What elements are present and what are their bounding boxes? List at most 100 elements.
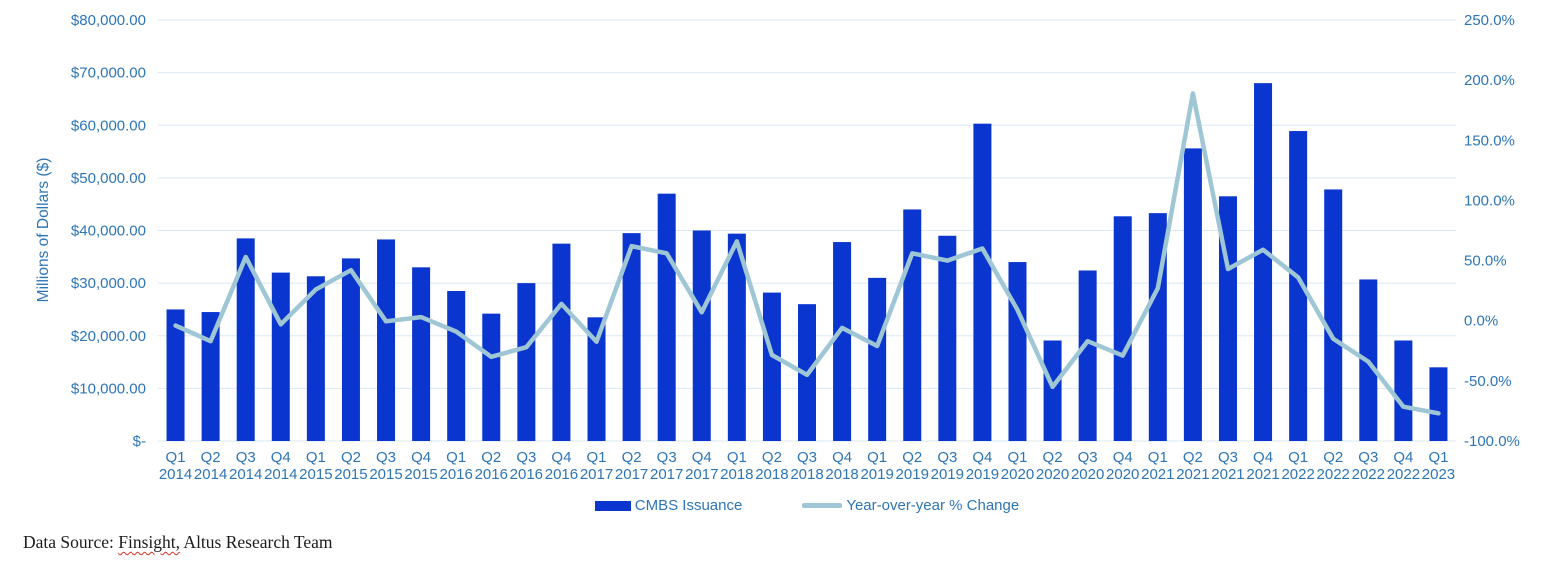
bar-Q3-2015 <box>377 239 396 441</box>
bar-Q4-2016 <box>552 243 571 441</box>
bar-Q4-2018 <box>833 242 852 441</box>
x-tick-year-label: 2014 <box>159 466 192 483</box>
bar-Q4-2019 <box>973 123 992 441</box>
x-tick-year-label: 2015 <box>299 466 332 483</box>
x-tick-quarter-label: Q2 <box>1043 449 1063 466</box>
bar-swatch-icon <box>594 500 631 511</box>
x-tick-year-label: 2019 <box>966 466 999 483</box>
bar-Q1-2023 <box>1429 367 1448 441</box>
x-tick-year-label: 2014 <box>264 466 297 483</box>
x-tick-quarter-label: Q1 <box>867 449 887 466</box>
bar-Q1-2018 <box>727 233 746 441</box>
x-tick-quarter-label: Q4 <box>1393 449 1413 466</box>
x-tick-quarter-label: Q4 <box>1253 449 1273 466</box>
x-tick-quarter-label: Q3 <box>516 449 536 466</box>
bar-Q4-2022 <box>1394 340 1413 441</box>
data-source-prefix: Data Source: <box>23 532 119 552</box>
legend-item-yoy-change: Year-over-year % Change <box>802 497 1019 514</box>
x-tick-quarter-label: Q1 <box>587 449 607 466</box>
x-tick-year-label: 2020 <box>1001 466 1034 483</box>
bar-Q2-2015 <box>341 258 360 441</box>
x-tick-quarter-label: Q4 <box>271 449 291 466</box>
x-tick-year-label: 2019 <box>860 466 893 483</box>
x-tick-year-label: 2015 <box>404 466 437 483</box>
bar-Q3-2019 <box>938 235 957 441</box>
left-axis-tick-label: $80,000.00 <box>71 12 146 29</box>
x-tick-quarter-label: Q3 <box>1078 449 1098 466</box>
left-axis-tick-label: $30,000.00 <box>71 275 146 292</box>
x-tick-quarter-label: Q1 <box>1288 449 1308 466</box>
data-source-spellchecked-word: Finsight, <box>118 532 181 552</box>
bar-Q2-2018 <box>762 292 781 441</box>
x-tick-quarter-label: Q3 <box>797 449 817 466</box>
x-tick-year-label: 2017 <box>650 466 683 483</box>
x-tick-year-label: 2022 <box>1352 466 1385 483</box>
right-axis-tick-label: 150.0% <box>1464 132 1515 149</box>
right-axis-tick-label: 50.0% <box>1464 253 1507 270</box>
x-tick-year-label: 2017 <box>580 466 613 483</box>
bar-Q1-2014 <box>166 309 185 441</box>
bar-Q2-2021 <box>1183 148 1202 441</box>
bar-Q2-2020 <box>1043 340 1062 441</box>
x-tick-quarter-label: Q2 <box>1183 449 1203 466</box>
x-tick-year-label: 2021 <box>1176 466 1209 483</box>
right-axis-tick-label: -100.0% <box>1464 433 1520 450</box>
x-tick-year-label: 2017 <box>615 466 648 483</box>
left-axis-tick-label: $20,000.00 <box>71 328 146 345</box>
x-tick-year-label: 2023 <box>1422 466 1455 483</box>
x-tick-year-label: 2016 <box>510 466 543 483</box>
legend-label-cmbs-issuance: CMBS Issuance <box>634 497 743 514</box>
bar-Q4-2017 <box>692 230 711 441</box>
yoy-line <box>173 91 1441 416</box>
bar-Q3-2014 <box>236 238 255 441</box>
x-tick-year-label: 2022 <box>1317 466 1350 483</box>
right-axis-tick-label: 100.0% <box>1464 192 1515 209</box>
x-tick-year-label: 2021 <box>1141 466 1174 483</box>
x-tick-quarter-label: Q2 <box>341 449 361 466</box>
bar-Q2-2019 <box>903 209 922 441</box>
x-tick-quarter-label: Q4 <box>972 449 992 466</box>
legend: CMBS Issuance Year-over-year % Change <box>158 497 1456 514</box>
x-tick-year-label: 2015 <box>334 466 367 483</box>
bar-Q2-2017 <box>622 233 641 441</box>
x-tick-quarter-label: Q3 <box>236 449 256 466</box>
x-tick-year-label: 2020 <box>1106 466 1139 483</box>
x-tick-quarter-label: Q2 <box>902 449 922 466</box>
left-axis-tick-label: $10,000.00 <box>71 380 146 397</box>
right-axis-tick-label: 250.0% <box>1464 12 1515 29</box>
right-axis-tick-label: 0.0% <box>1464 313 1498 330</box>
x-tick-quarter-label: Q1 <box>1007 449 1027 466</box>
x-tick-year-label: 2020 <box>1036 466 1069 483</box>
left-axis-tick-label: $70,000.00 <box>71 65 146 82</box>
bar-Q4-2021 <box>1254 83 1273 442</box>
x-tick-year-label: 2018 <box>825 466 858 483</box>
x-tick-year-label: 2019 <box>931 466 964 483</box>
bar-Q2-2022 <box>1324 189 1343 441</box>
x-tick-quarter-label: Q2 <box>1323 449 1343 466</box>
x-tick-quarter-label: Q3 <box>1218 449 1238 466</box>
bar-Q3-2016 <box>517 283 536 441</box>
x-tick-year-label: 2021 <box>1211 466 1244 483</box>
x-tick-year-label: 2022 <box>1281 466 1314 483</box>
x-tick-year-label: 2014 <box>229 466 262 483</box>
left-axis-tick-label: $60,000.00 <box>71 117 146 134</box>
x-tick-quarter-label: Q4 <box>1113 449 1133 466</box>
data-source-suffix: Altus Research Team <box>180 532 333 552</box>
right-axis-tick-label: -50.0% <box>1464 373 1512 390</box>
x-tick-quarter-label: Q1 <box>306 449 326 466</box>
x-tick-quarter-label: Q4 <box>551 449 571 466</box>
x-tick-quarter-label: Q1 <box>1428 449 1448 466</box>
x-tick-year-label: 2021 <box>1246 466 1279 483</box>
x-tick-year-label: 2016 <box>475 466 508 483</box>
bar-Q1-2022 <box>1289 131 1308 441</box>
bar-Q1-2016 <box>447 291 466 441</box>
x-tick-quarter-label: Q3 <box>376 449 396 466</box>
x-tick-year-label: 2017 <box>685 466 718 483</box>
x-tick-year-label: 2018 <box>755 466 788 483</box>
bar-Q1-2017 <box>587 317 606 441</box>
x-tick-year-label: 2014 <box>194 466 227 483</box>
data-source-note: Data Source: Finsight, Altus Research Te… <box>23 532 333 553</box>
x-tick-quarter-label: Q4 <box>692 449 712 466</box>
x-tick-year-label: 2020 <box>1071 466 1104 483</box>
